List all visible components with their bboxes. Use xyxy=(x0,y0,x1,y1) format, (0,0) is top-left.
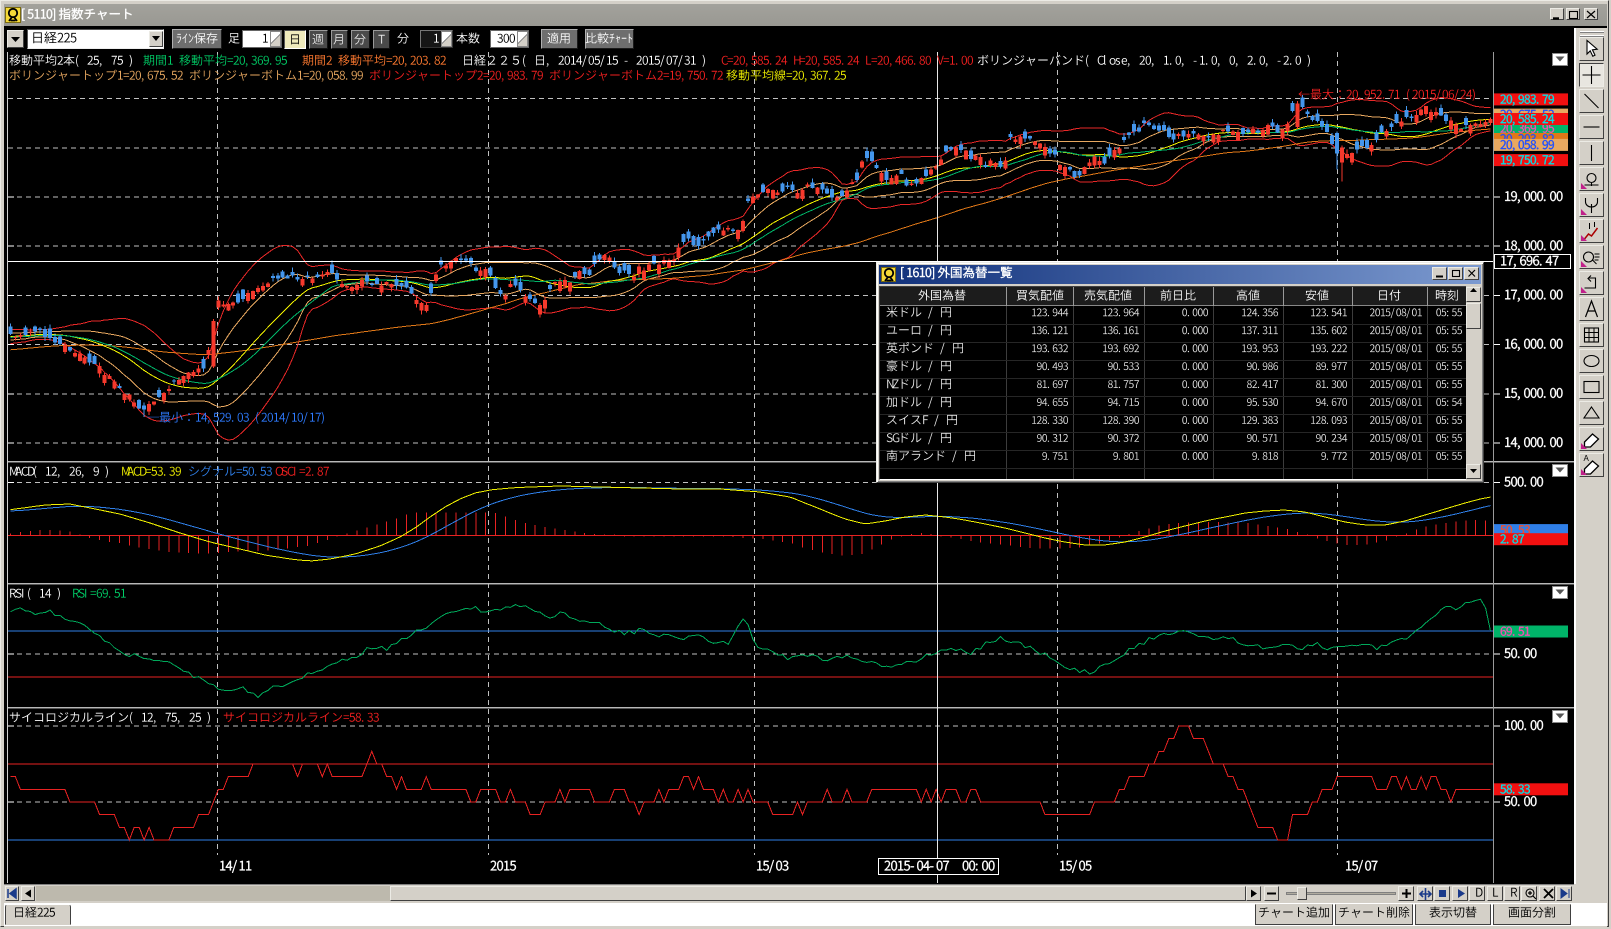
svg-text:A: A xyxy=(1584,454,1590,463)
